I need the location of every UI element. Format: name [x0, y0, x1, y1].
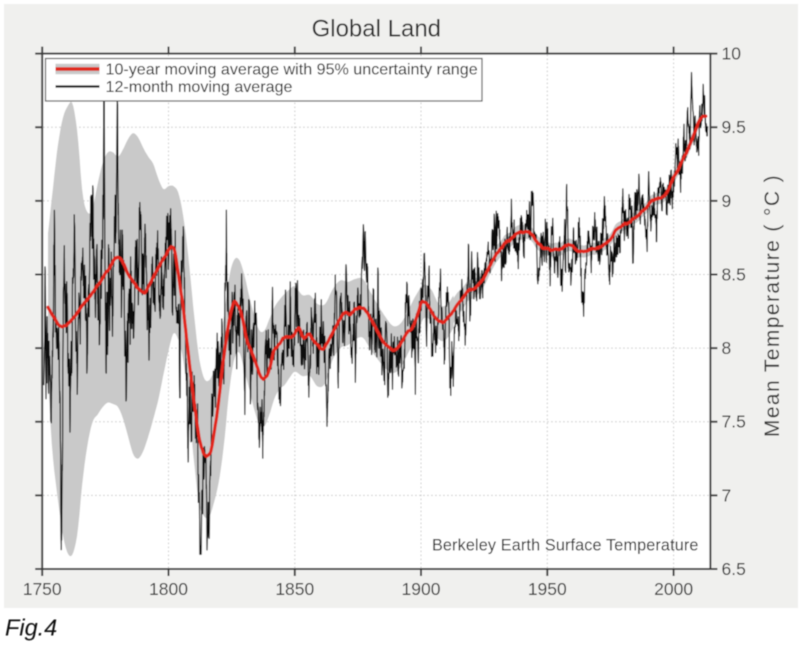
svg-text:10: 10: [722, 44, 742, 64]
svg-text:12-month moving average: 12-month moving average: [106, 78, 293, 96]
svg-text:1800: 1800: [149, 579, 188, 599]
svg-text:8: 8: [722, 338, 732, 358]
svg-text:1750: 1750: [23, 579, 62, 599]
svg-text:Fig.4: Fig.4: [5, 615, 57, 641]
svg-text:7: 7: [722, 485, 732, 505]
svg-text:Global Land: Global Land: [312, 16, 441, 43]
svg-text:Berkeley Earth Surface Tempera: Berkeley Earth Surface Temperature: [432, 537, 699, 555]
svg-text:10-year moving average with 95: 10-year moving average with 95% uncertai…: [106, 61, 478, 79]
svg-text:Mean Temperature ( °C ): Mean Temperature ( °C ): [761, 174, 784, 437]
svg-text:9: 9: [722, 191, 732, 211]
svg-text:9.5: 9.5: [722, 117, 746, 137]
svg-text:6.5: 6.5: [722, 559, 746, 579]
svg-text:2000: 2000: [654, 579, 693, 599]
svg-text:1900: 1900: [402, 579, 441, 599]
svg-text:7.5: 7.5: [722, 412, 746, 432]
svg-text:8.5: 8.5: [722, 265, 746, 285]
svg-text:1850: 1850: [275, 579, 314, 599]
svg-text:1950: 1950: [528, 579, 567, 599]
